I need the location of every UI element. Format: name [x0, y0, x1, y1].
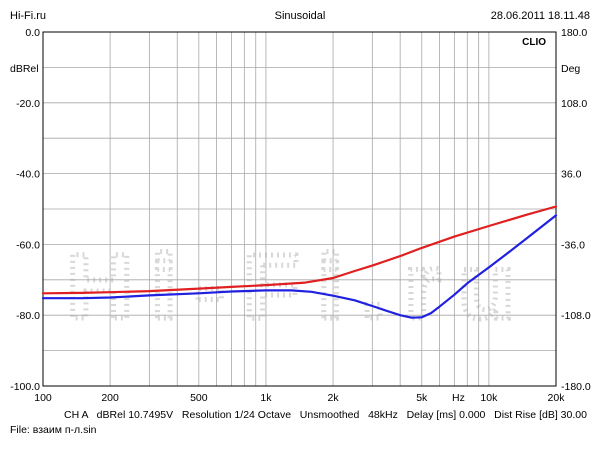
- y-tick-label: -40.0: [16, 169, 40, 181]
- x-axis-labels: 100 200 500 1k 2k 5k 10k 20k: [34, 392, 565, 404]
- header-site: Hi-Fi.ru: [10, 10, 47, 22]
- y-tick-label: -100.0: [10, 381, 40, 393]
- y-axis-labels-right: 180.0 108.0 36.0 -36.0 -108.0 -180.0: [561, 27, 591, 393]
- measurement-info: CH A dBRel 10.7495V Resolution 1/24 Octa…: [64, 409, 587, 421]
- x-tick-label: 2k: [328, 392, 340, 404]
- y-right-tick-label: 180.0: [561, 27, 587, 39]
- y-right-tick-label: 108.0: [561, 98, 587, 110]
- y-axis-title: dBRel: [10, 63, 39, 75]
- y-tick-label: -20.0: [16, 98, 40, 110]
- chart-grid: [43, 32, 556, 386]
- header-datetime: 28.06.2011 18.11.48: [490, 10, 590, 22]
- y-tick-label: 0.0: [25, 27, 40, 39]
- series-line-1: [41, 205, 558, 295]
- y-right-tick-label: 36.0: [561, 169, 582, 181]
- y-axis-labels: 0.0 -20.0 -40.0 -60.0 -80.0 -100.0: [10, 27, 40, 393]
- x-tick-label: 500: [190, 392, 208, 404]
- y-right-tick-label: -36.0: [561, 239, 585, 251]
- plot-frame: [42, 31, 557, 387]
- watermark-text: Hi-Fi.ru: [67, 236, 533, 338]
- brand-logo: CLIO: [522, 37, 546, 48]
- series-line-2: [41, 214, 558, 319]
- x-axis-unit: Hz: [452, 392, 465, 404]
- x-tick-label: 10k: [480, 392, 498, 404]
- y-right-tick-label: -180.0: [561, 381, 591, 393]
- y-tick-label: -80.0: [16, 310, 40, 322]
- y-axis-title-right: Deg: [561, 63, 580, 75]
- chart-series: [41, 205, 558, 319]
- file-name: File: взаим п-л.sin: [10, 424, 97, 436]
- watermark: Hi-Fi.ru: [64, 234, 533, 341]
- x-tick-label: 100: [34, 392, 52, 404]
- y-tick-label: -60.0: [16, 239, 40, 251]
- x-tick-label: 20k: [548, 392, 566, 404]
- x-tick-label: 5k: [416, 392, 428, 404]
- y-right-tick-label: -108.0: [561, 310, 591, 322]
- header-mode: Sinusoidal: [274, 10, 326, 22]
- x-tick-label: 1k: [260, 392, 272, 404]
- x-tick-label: 200: [101, 392, 119, 404]
